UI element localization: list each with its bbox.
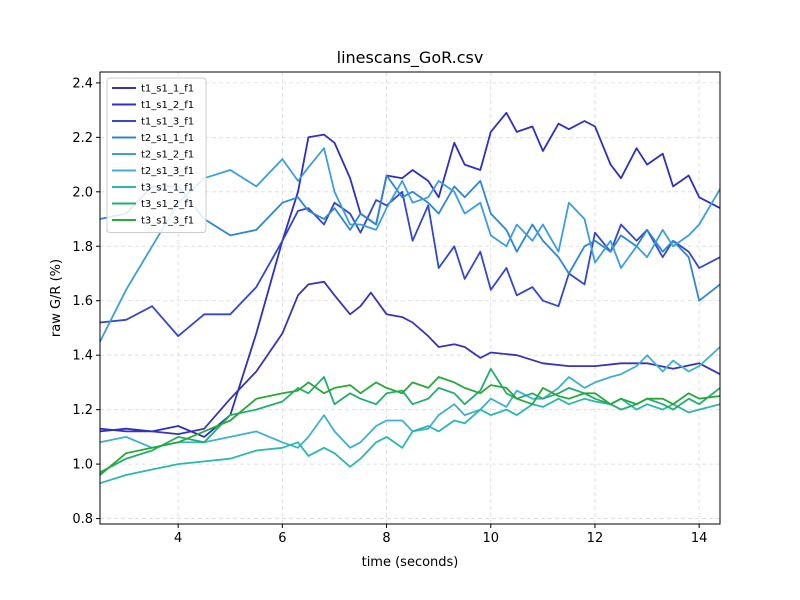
legend-label: t3_s1_3_f1: [141, 216, 194, 227]
axes-frame: [99, 71, 721, 525]
chart-title: linescans_GoR.csv: [337, 48, 484, 68]
plot-area: [99, 111, 721, 485]
series-line-t1_s1_2_f1: [99, 111, 721, 438]
legend-box: [106, 77, 207, 233]
series-line-t2_s1_1_f1: [99, 174, 721, 302]
y-tick-label: 1.8: [72, 240, 93, 255]
grid-lines: [100, 72, 720, 524]
series-line-t1_s1_3_f1: [99, 190, 721, 337]
legend-label: t3_s1_2_f1: [141, 199, 194, 210]
series-line-t2_s1_3_f1: [99, 346, 721, 449]
legend-label: t2_s1_2_f1: [141, 150, 194, 161]
x-tick-label: 6: [278, 531, 286, 546]
y-tick-label: 2.4: [72, 76, 93, 91]
x-tick-label: 14: [691, 531, 708, 546]
x-tick-label: 10: [482, 531, 499, 546]
y-tick-label: 1.6: [72, 294, 93, 309]
series-line-t2_s1_2_f1: [99, 147, 721, 343]
y-tick-label: 2.2: [72, 131, 93, 146]
x-tick-label: 4: [174, 531, 182, 546]
series-line-t3_s1_2_f1: [99, 367, 721, 474]
x-tick-label: 8: [382, 531, 390, 546]
x-axis: 4 6 8 10 12 14: [174, 524, 707, 546]
y-tick-label: 1.2: [72, 403, 93, 418]
y-axis-label: raw G/R (%): [49, 259, 64, 337]
legend: t1_s1_1_f1 t1_s1_2_f1 t1_s1_3_f1 t2_s1_1_f1…: [106, 77, 207, 233]
series-line-t3_s1_1_f1: [99, 397, 721, 485]
y-tick-label: 1.4: [72, 349, 93, 364]
series-line-t3_s1_3_f1: [99, 376, 721, 476]
legend-label: t2_s1_3_f1: [141, 166, 194, 177]
legend-label: t1_s1_3_f1: [141, 117, 194, 128]
y-axis: 0.8 1.0 1.2 1.4 1.6 1.8 2.0 2.2 2.4: [72, 76, 100, 527]
legend-label: t1_s1_2_f1: [141, 100, 194, 111]
legend-label: t1_s1_1_f1: [141, 84, 194, 95]
y-tick-label: 0.8: [72, 512, 93, 527]
x-axis-label: time (seconds): [362, 555, 459, 570]
legend-label: t3_s1_1_f1: [141, 183, 194, 194]
x-tick-label: 12: [587, 531, 604, 546]
y-tick-label: 2.0: [72, 185, 93, 200]
y-tick-label: 1.0: [72, 458, 93, 473]
legend-label: t2_s1_1_f1: [141, 133, 194, 144]
